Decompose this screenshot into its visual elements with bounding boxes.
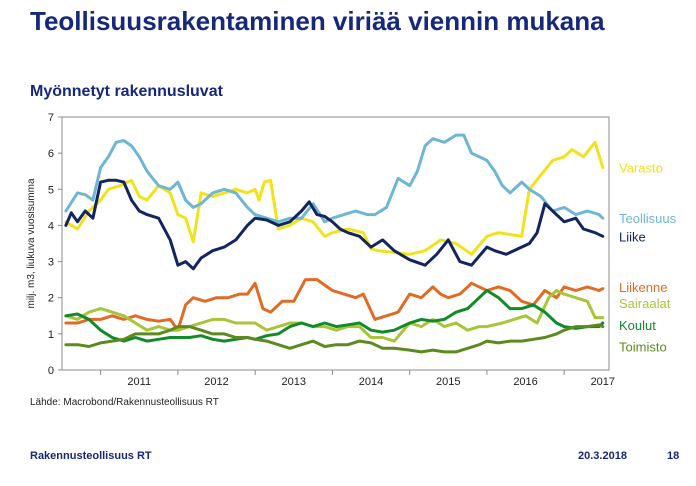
y-tick-label: 4 [48,220,54,232]
slide-title: Teollisuusrakentaminen viriää viennin mu… [30,6,605,36]
legend-label-toimisto: Toimisto [619,340,667,355]
y-tick-label: 5 [48,184,54,196]
plot-frame [61,116,610,371]
y-tick-label: 0 [48,365,54,377]
series-line-varasto [64,140,605,256]
series-line-teollisuus [64,133,605,224]
x-tick-label: 2015 [436,376,460,388]
series-line-liike [64,178,605,271]
legend-label-koulut: Koulut [619,318,656,333]
legend-label-liikenne: Liikenne [619,280,667,295]
legend-label-sairaalat: Sairaalat [619,296,671,311]
x-tick-label: 2017 [591,376,615,388]
footer-date: 20.3.2018 [578,450,627,462]
y-axis-label: milj. m3, liukuva vuosisumma [26,178,37,308]
page-number: 18 [667,450,680,462]
legend-label-liike: Liike [619,229,646,244]
chart-subtitle: Myönnetyt rakennusluvat [30,83,223,100]
y-tick-label: 1 [48,329,54,341]
chart-axes: 0 1 2 3 4 5 6 7 2011 2012 2013 2014 2015 2016 2017 milj… [26,112,615,388]
source-note: Lähde: Macrobond/Rakennusteollisuus RT [30,397,219,408]
x-tick-label: 2013 [282,376,306,388]
x-tick-label: 2014 [359,376,383,388]
y-tick-label: 7 [48,112,54,124]
series-line-toimisto [64,323,605,354]
x-tick-label: 2011 [127,376,151,388]
y-tick-label: 2 [48,293,54,305]
x-tick-label: 2016 [513,376,537,388]
chart-series [64,133,605,354]
series-line-koulut [64,289,605,343]
legend-label-teollisuus: Teollisuus [619,211,677,226]
x-tick-label: 2012 [204,376,228,388]
series-line-liikenne [64,278,605,332]
y-tick-label: 6 [48,148,54,160]
series-line-sairaalat [64,289,605,343]
y-tick-label: 3 [48,257,54,269]
legend-label-varasto: Varasto [619,161,663,176]
footer-org: Rakennusteollisuus RT [30,450,152,462]
